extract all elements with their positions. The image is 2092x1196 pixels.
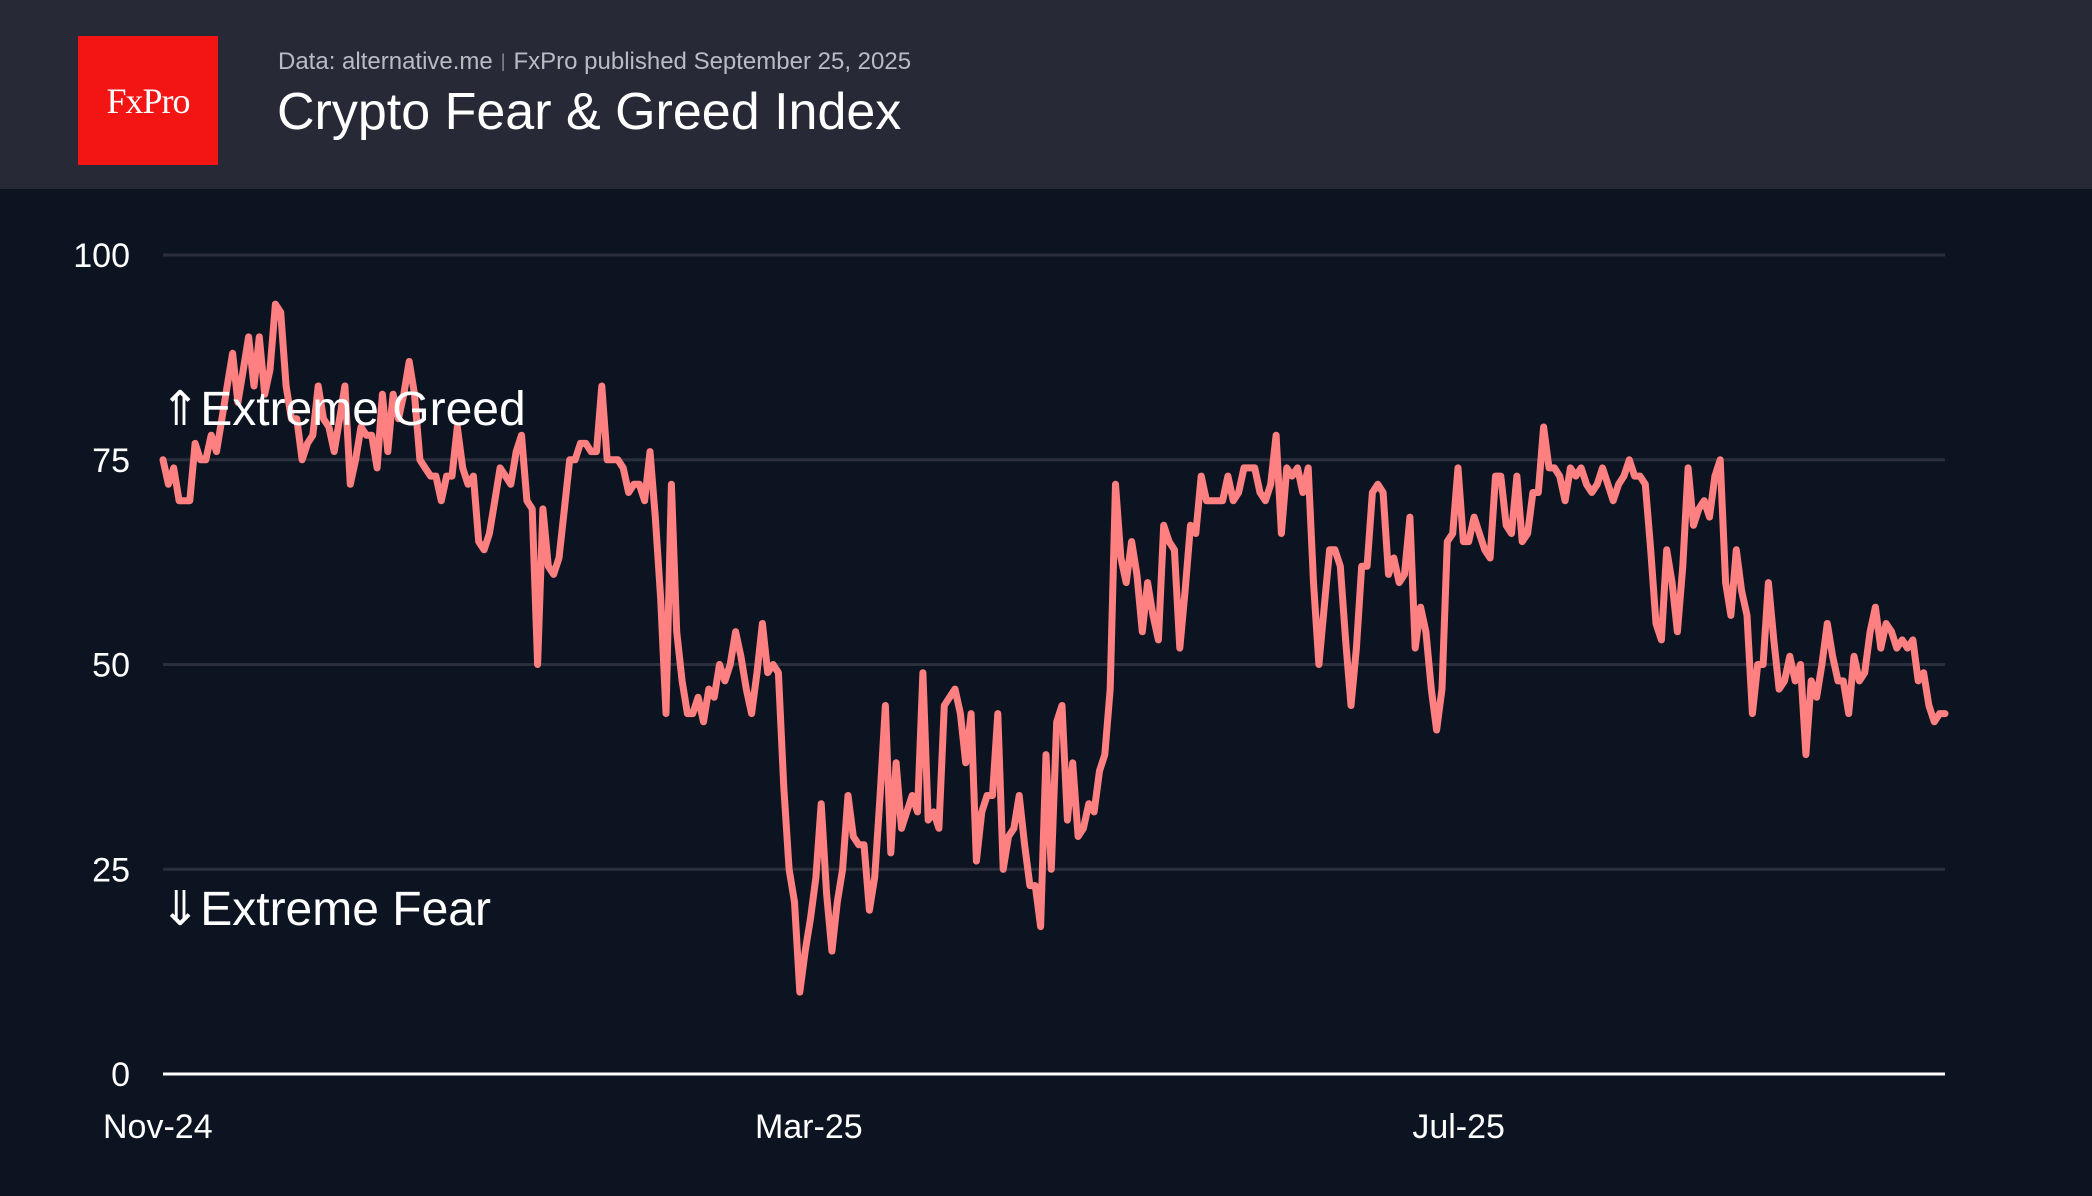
gridlines <box>163 253 1945 1076</box>
chart-subtitle: Data: alternative.me | FxPro published Sep… <box>278 48 911 76</box>
line-chart: 0 25 50 75 100 Nov-24 Mar-25 Jul-25 ⇑Extreme G… <box>73 237 1949 1146</box>
logo-text: FxPro <box>106 80 190 121</box>
x-tick-label: Mar-25 <box>755 1108 863 1146</box>
annotation-extreme-greed: ⇑Extreme Greed <box>160 383 526 436</box>
y-tick-label: 50 <box>92 647 130 685</box>
series-layer <box>159 300 1949 996</box>
chart-title: Crypto Fear & Greed Index <box>277 83 902 141</box>
annotation-extreme-fear: ⇓Extreme Fear <box>160 883 491 936</box>
separator: | <box>500 51 506 71</box>
data-source: Data: alternative.me <box>278 48 493 75</box>
y-tick-label: 0 <box>111 1056 130 1094</box>
y-tick-label: 75 <box>92 442 130 480</box>
annotations: ⇑Extreme Greed ⇓Extreme Fear <box>160 383 526 936</box>
y-tick-label: 100 <box>73 237 130 275</box>
published-date: FxPro published September 25, 2025 <box>513 48 912 75</box>
y-tick-label: 25 <box>92 851 130 889</box>
y-axis-ticks: 0 25 50 75 100 <box>73 237 130 1094</box>
x-tick-label: Nov-24 <box>103 1108 213 1146</box>
series-line-fear-greed <box>159 300 1949 996</box>
x-axis-ticks: Nov-24 Mar-25 Jul-25 <box>103 1108 1505 1146</box>
chart-header: FxPro Data: alternative.me | FxPro publish… <box>0 0 2092 189</box>
fxpro-logo: FxPro <box>78 36 218 165</box>
x-tick-label: Jul-25 <box>1412 1108 1505 1146</box>
